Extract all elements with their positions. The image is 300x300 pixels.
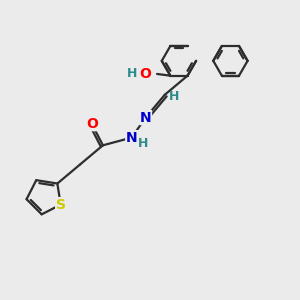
Text: H: H bbox=[169, 90, 180, 103]
Text: O: O bbox=[86, 117, 98, 130]
Text: N: N bbox=[140, 111, 152, 124]
Text: S: S bbox=[56, 198, 66, 212]
Text: N: N bbox=[126, 130, 137, 145]
Text: H: H bbox=[138, 137, 148, 150]
Text: H: H bbox=[127, 67, 137, 80]
Text: O: O bbox=[139, 67, 151, 81]
